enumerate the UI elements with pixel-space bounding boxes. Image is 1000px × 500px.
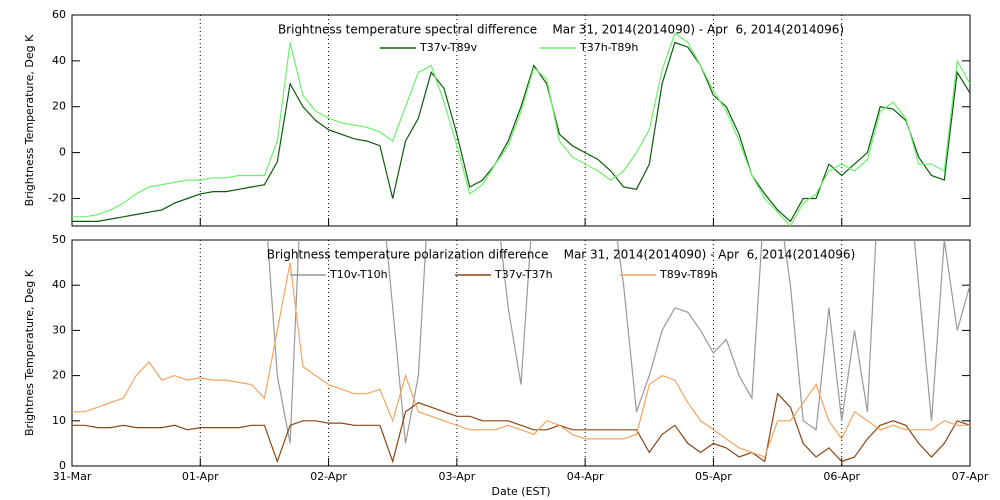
y-tick-label: 0 [59, 459, 66, 472]
chart-title: Brightness temperature polarization diff… [267, 248, 856, 262]
x-tick-label: 06-Apr [823, 470, 860, 483]
y-tick-label: 30 [52, 323, 66, 336]
plot-frame [71, 14, 971, 227]
x-tick-label: 03-Apr [438, 470, 475, 483]
y-tick-label: 20 [52, 100, 66, 113]
series-line [267, 240, 970, 444]
x-tick-label: 04-Apr [567, 470, 604, 483]
series-line [72, 32, 970, 226]
y-axis-label: Brightnes Temperature, Deg K [23, 269, 36, 436]
y-tick-label: -20 [48, 191, 66, 204]
legend-label: T37v-T37h [494, 268, 553, 281]
y-tick-label: 40 [52, 278, 66, 291]
plot-lines [72, 32, 970, 226]
x-tick-label: 01-Apr [182, 470, 219, 483]
x-axis-label: Date (EST) [491, 485, 550, 498]
x-tick-label: 02-Apr [310, 470, 347, 483]
legend-label: T37h-T89h [579, 41, 638, 54]
series-line [72, 262, 970, 458]
series-line [72, 392, 970, 464]
y-tick-label: 0 [59, 146, 66, 159]
legend-label: T10v-T10h [329, 268, 388, 281]
chart-title: Brightness temperature spectral differen… [278, 23, 844, 37]
legend-label: T89v-T89h [659, 268, 718, 281]
y-tick-label: 10 [52, 414, 66, 427]
y-tick-label: 20 [52, 369, 66, 382]
y-tick-label: 50 [52, 233, 66, 246]
x-tick-label: 31-Mar [53, 470, 92, 483]
y-tick-label: 60 [52, 8, 66, 21]
x-tick-label: 07-Apr [952, 470, 989, 483]
legend-label: T37v-T89v [419, 41, 478, 54]
y-axis-label: Brightness Temperature, Deg K [23, 34, 36, 206]
y-tick-label: 40 [52, 54, 66, 67]
series-line [72, 41, 970, 223]
plot-lines [72, 240, 970, 464]
x-tick-label: 05-Apr [695, 470, 732, 483]
